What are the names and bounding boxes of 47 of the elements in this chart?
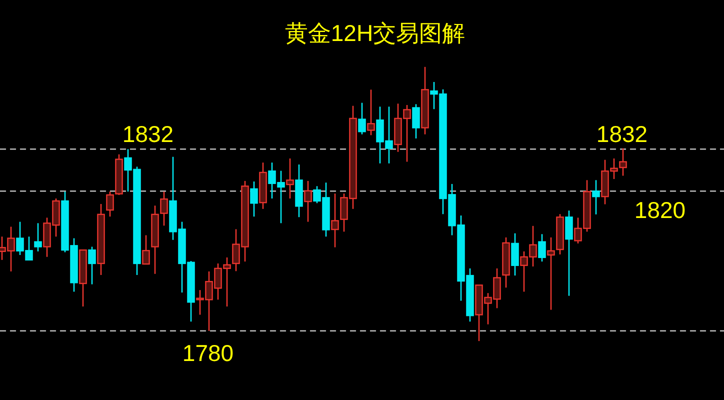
candlestick <box>277 170 285 224</box>
candlestick <box>376 106 384 164</box>
candlestick <box>16 221 24 256</box>
candlestick <box>88 246 96 285</box>
candlestick <box>412 104 420 140</box>
candlestick <box>25 236 33 261</box>
candlestick <box>403 104 411 162</box>
candlestick <box>286 158 294 200</box>
candlestick <box>565 210 573 296</box>
candlestick <box>511 232 519 276</box>
candlestick <box>358 102 366 135</box>
candlestick <box>520 250 528 292</box>
candlestick <box>529 225 537 268</box>
candlestick <box>619 148 627 176</box>
candlestick <box>574 217 582 244</box>
candlestick <box>592 179 600 216</box>
candlestick <box>538 233 546 262</box>
candlestick <box>7 226 15 272</box>
candlestick <box>34 222 42 252</box>
candlestick <box>547 236 555 310</box>
annotation: 1780 <box>182 340 234 366</box>
candlestick <box>493 268 501 309</box>
candlestick <box>106 190 114 218</box>
candlestick <box>43 217 51 258</box>
candlestick <box>232 228 240 272</box>
annotation: 1820 <box>634 197 686 224</box>
annotation: 1832 <box>122 121 174 148</box>
candlestick <box>430 81 438 110</box>
title: 黄金12H交易图解 <box>284 20 466 46</box>
candlestick <box>610 158 618 180</box>
candlestick <box>142 234 150 265</box>
candlestick <box>196 289 204 316</box>
candlestick <box>304 180 312 222</box>
candlestick <box>205 270 213 332</box>
candlestick <box>313 186 321 204</box>
candlestick <box>331 192 339 248</box>
candlestick <box>268 162 276 200</box>
annotation: 1832 <box>596 121 648 148</box>
candlestick <box>250 180 258 218</box>
candlestick <box>340 192 348 232</box>
candlestick <box>484 292 492 325</box>
candlestick <box>223 256 231 308</box>
candlestick <box>385 106 393 164</box>
candlestick <box>160 190 168 226</box>
candlestick <box>124 148 132 192</box>
candlestick <box>367 89 375 136</box>
candlestick <box>214 262 222 300</box>
